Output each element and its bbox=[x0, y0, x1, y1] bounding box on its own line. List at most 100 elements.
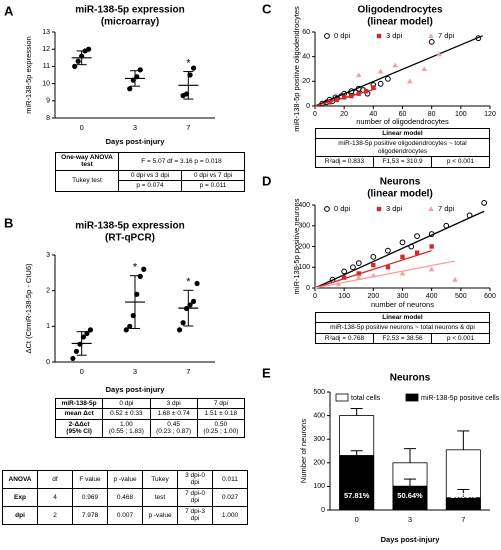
y-tick-label: 100 bbox=[313, 483, 325, 490]
panel-label: A bbox=[4, 3, 14, 18]
table-cell: 4 bbox=[37, 487, 73, 507]
x-tick-label: 200 bbox=[367, 293, 379, 300]
table-cell: 7 dpi-3 dpi bbox=[177, 505, 213, 525]
y-tick-label: 0 bbox=[46, 359, 50, 366]
fit-line bbox=[314, 210, 485, 289]
y-tick-label: 1 bbox=[46, 323, 50, 330]
y-tick-label: 2 bbox=[46, 288, 50, 295]
table-cell: 7.978 bbox=[72, 505, 108, 525]
data-point bbox=[392, 62, 399, 68]
table-cell: 3 dpi-0 dpi bbox=[177, 470, 213, 489]
panel-label: D bbox=[262, 173, 271, 188]
table-cell: 2 bbox=[37, 505, 73, 525]
legend-swatch bbox=[405, 393, 419, 402]
chart-subtitle: (RT-qPCR) bbox=[105, 233, 155, 244]
y-tick-label: 60 bbox=[302, 29, 310, 36]
y-tick-label: 400 bbox=[298, 202, 310, 209]
table-cell: miR-138-5p positive neurons ~ total neur… bbox=[315, 322, 490, 334]
data-point bbox=[350, 264, 356, 271]
table-cell: 0.45 (0.23 ; 0.87) bbox=[149, 418, 198, 438]
table-cell: Tukey bbox=[142, 470, 178, 489]
data-point bbox=[385, 247, 391, 254]
data-point bbox=[73, 348, 80, 354]
data-point bbox=[141, 266, 147, 272]
legend-marker bbox=[376, 33, 382, 39]
stats-table: One-way ANOVA test F = 5.07 df = 3.16 p =… bbox=[55, 152, 245, 192]
y-axis-label: miR-138-5p positive neurons bbox=[292, 198, 301, 294]
data-point bbox=[377, 68, 384, 74]
y-tick-label: 500 bbox=[313, 389, 325, 396]
data-point bbox=[400, 254, 405, 260]
table-cell: 7 dpi bbox=[196, 397, 246, 410]
bar bbox=[339, 455, 375, 511]
data-point bbox=[355, 72, 362, 78]
data-point bbox=[72, 63, 78, 69]
legend-label: 7 dpi bbox=[438, 31, 455, 40]
y-tick-label: 11 bbox=[43, 63, 50, 70]
x-tick-label: 0 bbox=[80, 367, 84, 376]
legend-label: 0 dpi bbox=[334, 204, 351, 213]
y-tick-label: 8 bbox=[46, 115, 50, 122]
y-tick-label: 300 bbox=[313, 436, 325, 443]
legend-marker bbox=[376, 206, 382, 212]
table-cell: 3 dpi bbox=[149, 397, 198, 410]
fit-line bbox=[314, 250, 432, 289]
table-cell: Linear model bbox=[315, 127, 490, 140]
significance: * bbox=[186, 57, 191, 69]
x-tick-label: 7 bbox=[186, 367, 190, 376]
stats-table: Linear model miR-138-5p positive oligoden… bbox=[315, 127, 490, 168]
data-point bbox=[341, 275, 347, 280]
fit-line bbox=[314, 35, 483, 107]
stats-table: ANOVA df F value p -value Tukey 3 dpi-0 dpi 0.… bbox=[2, 470, 248, 525]
y-tick-label: 400 bbox=[313, 412, 325, 419]
legend-label: miR-138-5p positive cells bbox=[421, 395, 500, 402]
table-cell: df bbox=[37, 470, 73, 489]
data-point bbox=[414, 233, 420, 240]
bar-annotation: 50.64% bbox=[397, 491, 423, 500]
data-point bbox=[349, 93, 354, 99]
data-point bbox=[443, 222, 450, 229]
table-cell: R²adj = 0.768 bbox=[315, 332, 374, 345]
data-point bbox=[355, 274, 362, 280]
table-cell: Exp bbox=[2, 487, 38, 507]
table-cell: 0.969 bbox=[72, 487, 108, 507]
legend-label: total cells bbox=[351, 395, 381, 402]
y-tick-label: 200 bbox=[298, 243, 310, 250]
data-point bbox=[421, 66, 428, 71]
data-point bbox=[341, 95, 347, 100]
y-tick-label: 20 bbox=[302, 78, 310, 85]
table-cell: R²adj = 0.833 bbox=[315, 156, 374, 168]
x-tick-label: 80 bbox=[428, 111, 436, 118]
data-point bbox=[87, 327, 94, 333]
data-point bbox=[466, 212, 473, 219]
table-cell: mean Δct bbox=[54, 408, 104, 420]
x-axis-label: Days post-injury bbox=[381, 535, 441, 544]
panel-label: C bbox=[262, 1, 272, 16]
chart-title: Oligodendrocytes bbox=[357, 5, 442, 16]
x-tick-label: 7 bbox=[461, 515, 465, 524]
table-cell: test bbox=[142, 487, 178, 507]
x-tick-label: 100 bbox=[455, 111, 467, 118]
y-tick-label: 100 bbox=[298, 264, 310, 271]
data-point bbox=[385, 75, 391, 82]
table-cell: miR-138-5p positive oligodendrocytes ~ t… bbox=[315, 138, 490, 158]
legend-label: 3 dpi bbox=[386, 204, 403, 213]
x-tick-label: 3 bbox=[133, 123, 137, 132]
x-tick-label: 7 bbox=[186, 123, 190, 132]
legend-marker bbox=[428, 33, 434, 38]
legend-swatch bbox=[335, 393, 349, 402]
significance: * bbox=[133, 262, 138, 274]
data-point bbox=[399, 270, 406, 276]
data-point bbox=[452, 276, 458, 282]
data-point bbox=[428, 231, 435, 237]
table-cell: p -value bbox=[142, 505, 178, 525]
x-axis-label: Days post-injury bbox=[106, 385, 166, 394]
x-tick-label: 600 bbox=[484, 293, 496, 300]
x-tick-label: 0 bbox=[313, 111, 317, 118]
chart-title: miR-138-5p expression bbox=[75, 5, 185, 16]
table-cell: 7 dpi-0 dpi bbox=[177, 487, 213, 507]
bar-annotation: 57.81% bbox=[344, 491, 370, 500]
y-axis-label: Number of neurons bbox=[299, 419, 308, 483]
